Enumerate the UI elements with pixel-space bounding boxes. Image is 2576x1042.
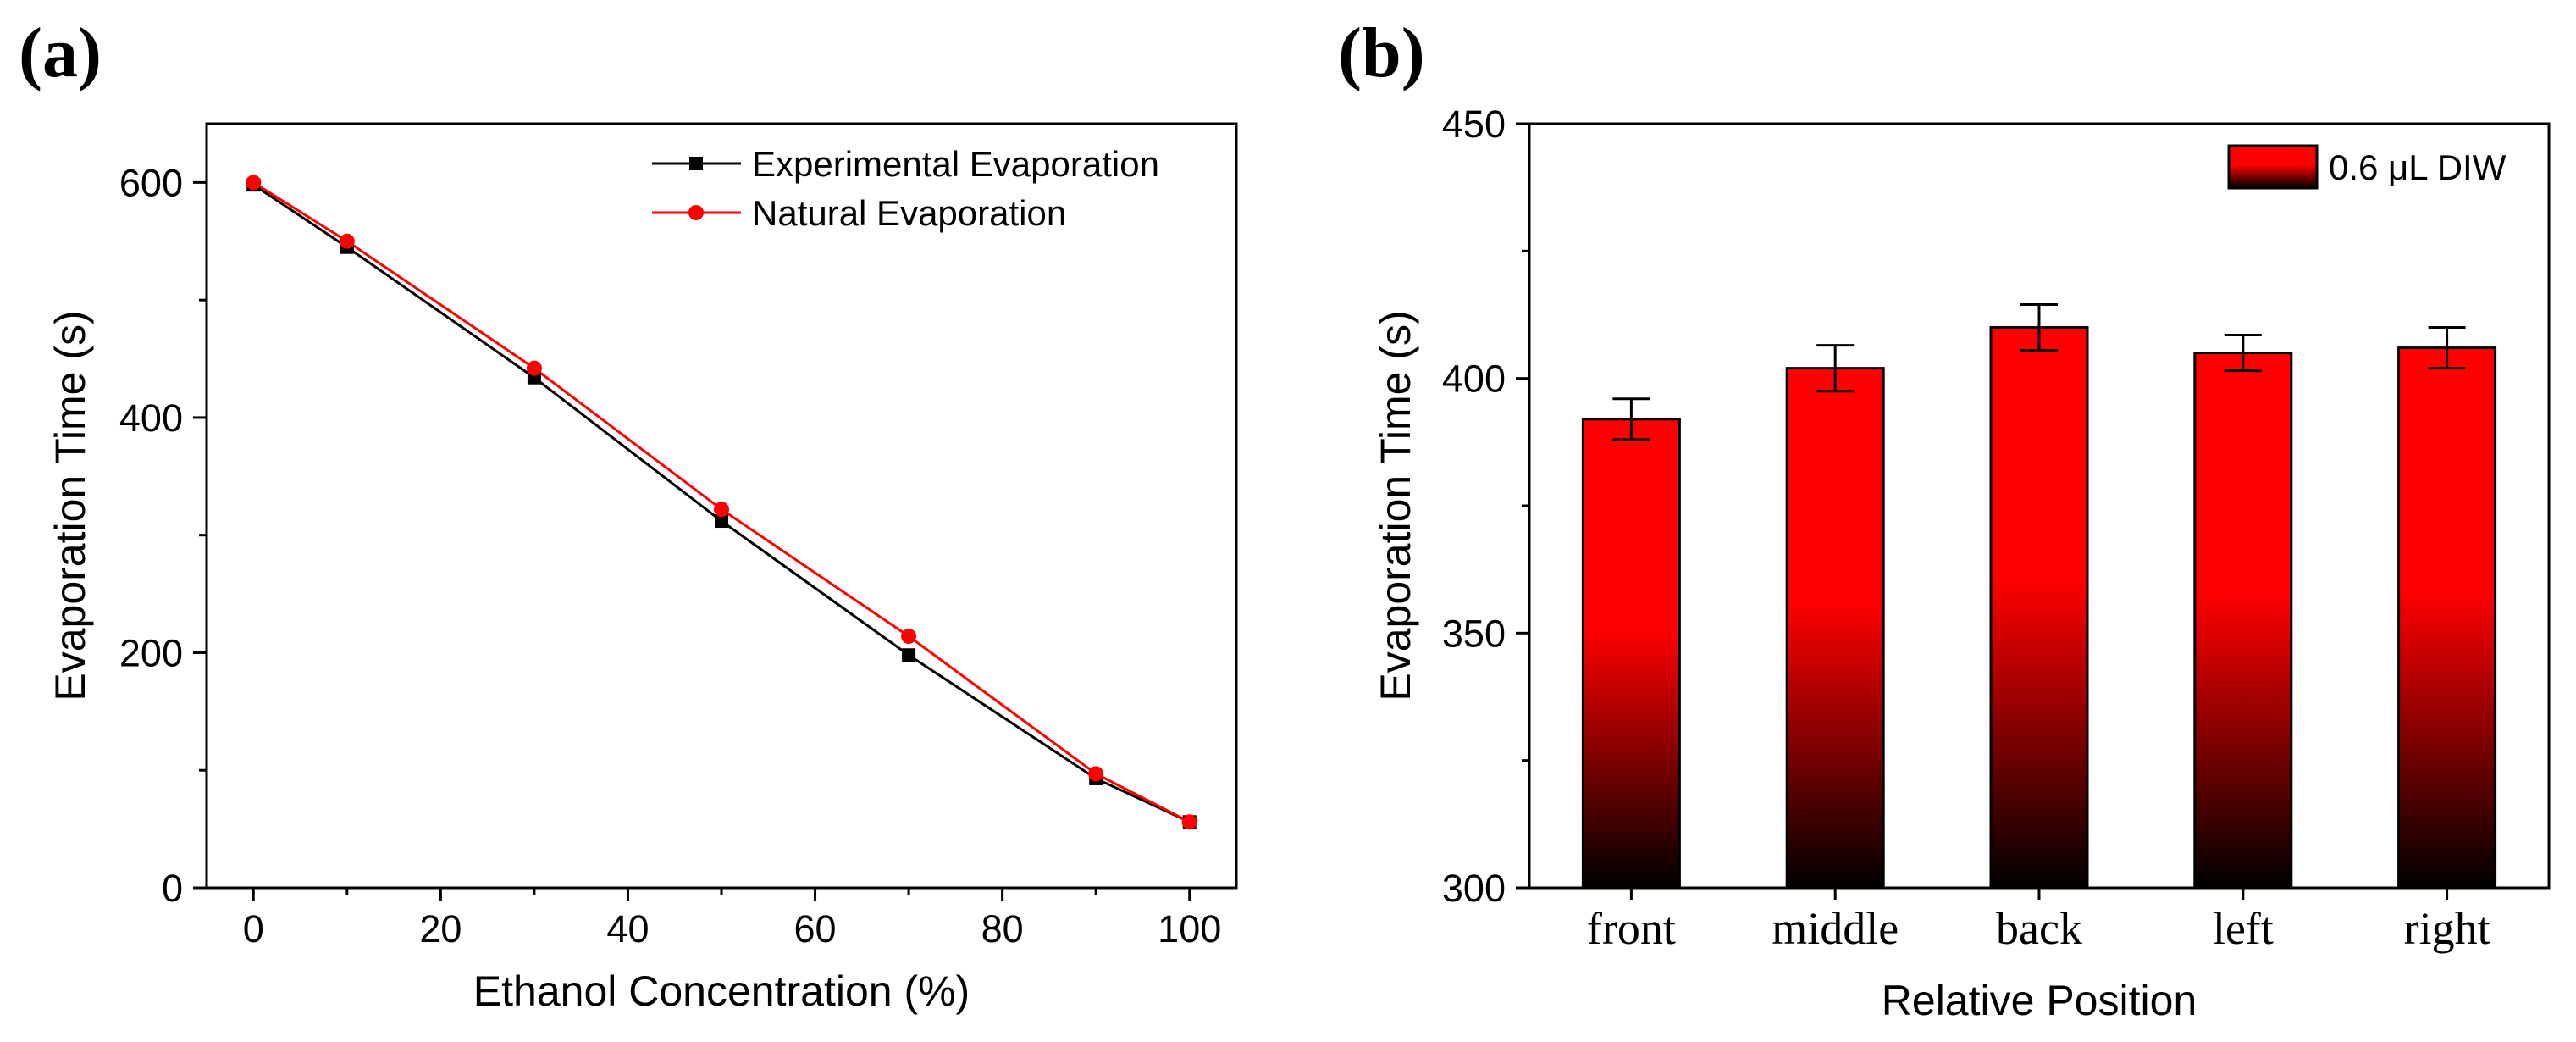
- data-point-circle: [526, 360, 542, 376]
- line-chart-panel-a: 0 20 40 60 80 100 0 200 400 600 Ethanol Concentra…: [47, 122, 1238, 1015]
- x-axis-title-a: Ethanol Concentration (%): [473, 967, 970, 1015]
- bar: [2193, 352, 2293, 890]
- legend-label-1: Experimental Evaporation: [752, 144, 1159, 184]
- data-point-circle: [1181, 814, 1197, 830]
- bars-b: [1581, 326, 2497, 890]
- data-point-circle: [339, 233, 355, 249]
- x-axis-title-b: Relative Position: [1882, 977, 2197, 1024]
- y-axis-title-b: Evaporation Time (s): [1372, 310, 1419, 701]
- x-tick-label-a: 80: [981, 907, 1024, 951]
- x-tick-label-a: 0: [243, 907, 264, 951]
- bar: [1785, 367, 1885, 890]
- legend-marker-square: [689, 157, 703, 170]
- bar: [1989, 326, 2089, 890]
- y-tick-label-b: 350: [1442, 612, 1506, 655]
- y-tick-label-b: 400: [1442, 357, 1506, 401]
- data-point-circle: [1088, 766, 1104, 782]
- y-tick-label-a: 0: [162, 867, 183, 910]
- y-axis-title-a: Evaporation Time (s): [47, 310, 94, 701]
- bar: [2397, 346, 2497, 890]
- y-tick-label-a: 600: [119, 161, 183, 204]
- panel-b-label: (b): [1338, 14, 1425, 92]
- data-point-square: [715, 514, 728, 529]
- series-markers-a: [246, 175, 1197, 830]
- data-point-circle: [714, 502, 729, 518]
- legend-label-b: 0.6 μL DIW: [2329, 147, 2507, 187]
- x-tick-label-a: 60: [794, 907, 837, 951]
- panel-a-label: (a): [19, 14, 102, 92]
- category-label: back: [1996, 903, 2082, 954]
- data-point-circle: [246, 175, 262, 191]
- x-tick-label-a: 20: [419, 907, 462, 951]
- bar-chart-panel-b: front middle back left right 300 350 400 450 Rel…: [1372, 103, 2551, 1024]
- axis-ticks-a: 0 20 40 60 80 100 0 200 400 600: [119, 161, 1221, 951]
- legend-swatch: [2227, 144, 2319, 190]
- category-label: middle: [1772, 903, 1899, 954]
- error-bars-b: [1612, 302, 2466, 441]
- data-point-square: [902, 648, 916, 662]
- legend-marker-circle: [688, 205, 704, 220]
- y-tick-label-a: 200: [119, 631, 183, 674]
- y-tick-label-b: 450: [1442, 103, 1506, 146]
- bar: [1581, 418, 1681, 890]
- y-tick-label-b: 300: [1442, 867, 1506, 910]
- x-tick-label-a: 40: [606, 907, 649, 951]
- data-point-circle: [901, 629, 917, 645]
- y-tick-label-a: 400: [119, 396, 183, 440]
- x-tick-label-a: 100: [1158, 907, 1221, 951]
- legend-a: Experimental Evaporation Natural Evaporat…: [652, 144, 1159, 233]
- category-label: front: [1587, 903, 1676, 954]
- category-label: left: [2213, 903, 2274, 954]
- category-label: right: [2404, 903, 2490, 954]
- axis-ticks-b: front middle back left right 300 350 400 450: [1442, 103, 2490, 954]
- legend-label-2: Natural Evaporation: [752, 193, 1066, 233]
- legend-b: 0.6 μL DIW: [2227, 144, 2507, 190]
